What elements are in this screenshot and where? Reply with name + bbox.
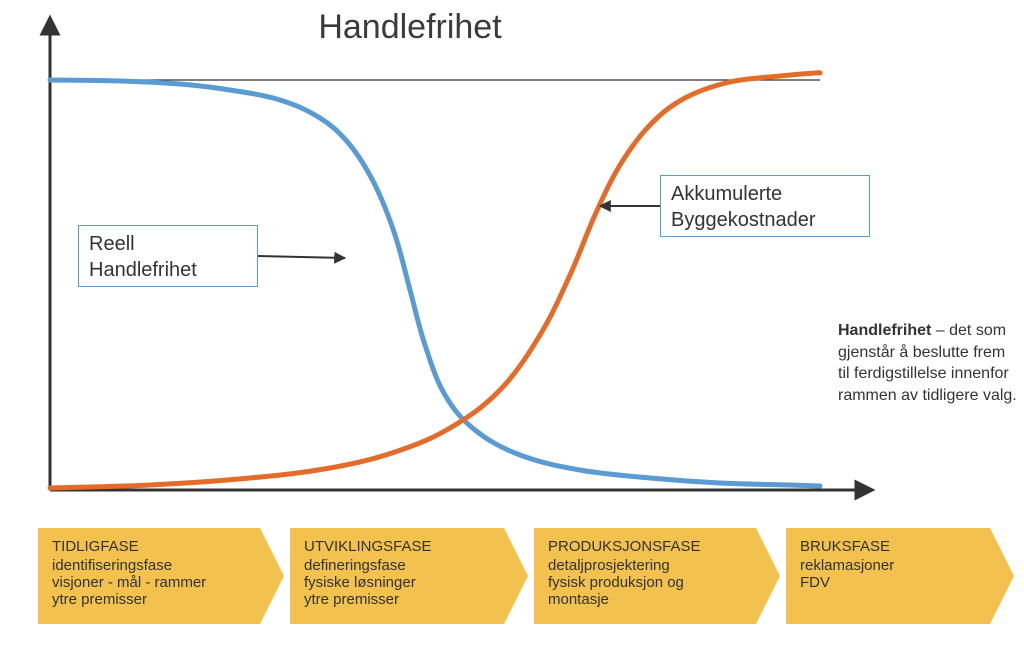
phase-title: BRUKSFASE bbox=[800, 538, 984, 555]
blue-label-arrow bbox=[258, 256, 345, 258]
phase-line: ytre premisser bbox=[52, 591, 254, 608]
phase-line: visjoner - mål - rammer bbox=[52, 574, 254, 591]
label-box-blue: ReellHandlefrihet bbox=[78, 225, 258, 287]
phase-title: TIDLIGFASE bbox=[52, 538, 254, 555]
phases-row: TIDLIGFASE identifiseringsfasevisjoner - … bbox=[38, 528, 1014, 624]
stage: Handlefrihet ReellHandlefrihet Akkumuler… bbox=[0, 0, 1024, 649]
label-line: Reell bbox=[89, 231, 247, 257]
phase-line: ytre premisser bbox=[304, 591, 498, 608]
phase-arrow-0: TIDLIGFASE identifiseringsfasevisjoner - … bbox=[38, 528, 284, 624]
phase-line: defineringsfase bbox=[304, 557, 498, 574]
phase-line: montasje bbox=[548, 591, 750, 608]
phase-line: identifiseringsfase bbox=[52, 557, 254, 574]
phase-line: detaljprosjektering bbox=[548, 557, 750, 574]
phase-line: fysiske løsninger bbox=[304, 574, 498, 591]
label-line: Byggekostnader bbox=[671, 207, 859, 233]
phase-title: PRODUKSJONSFASE bbox=[548, 538, 750, 555]
phase-line: reklamasjoner bbox=[800, 557, 984, 574]
phase-arrow-3: BRUKSFASE reklamasjonerFDV bbox=[786, 528, 1014, 624]
label-line: Akkumulerte bbox=[671, 181, 859, 207]
side-note-bold: Handlefrihet bbox=[838, 322, 931, 339]
phase-title: UTVIKLINGSFASE bbox=[304, 538, 498, 555]
phase-arrow-2: PRODUKSJONSFASE detaljprosjekteringfysisk… bbox=[534, 528, 780, 624]
phase-arrow-1: UTVIKLINGSFASE defineringsfasefysiske løs… bbox=[290, 528, 528, 624]
phase-line: FDV bbox=[800, 574, 984, 591]
side-note: Handlefrihet – det som gjenstår å beslut… bbox=[838, 320, 1018, 406]
phase-line: fysisk produksjon og bbox=[548, 574, 750, 591]
label-line: Handlefrihet bbox=[89, 257, 247, 283]
label-box-orange: AkkumulerteByggekostnader bbox=[660, 175, 870, 237]
